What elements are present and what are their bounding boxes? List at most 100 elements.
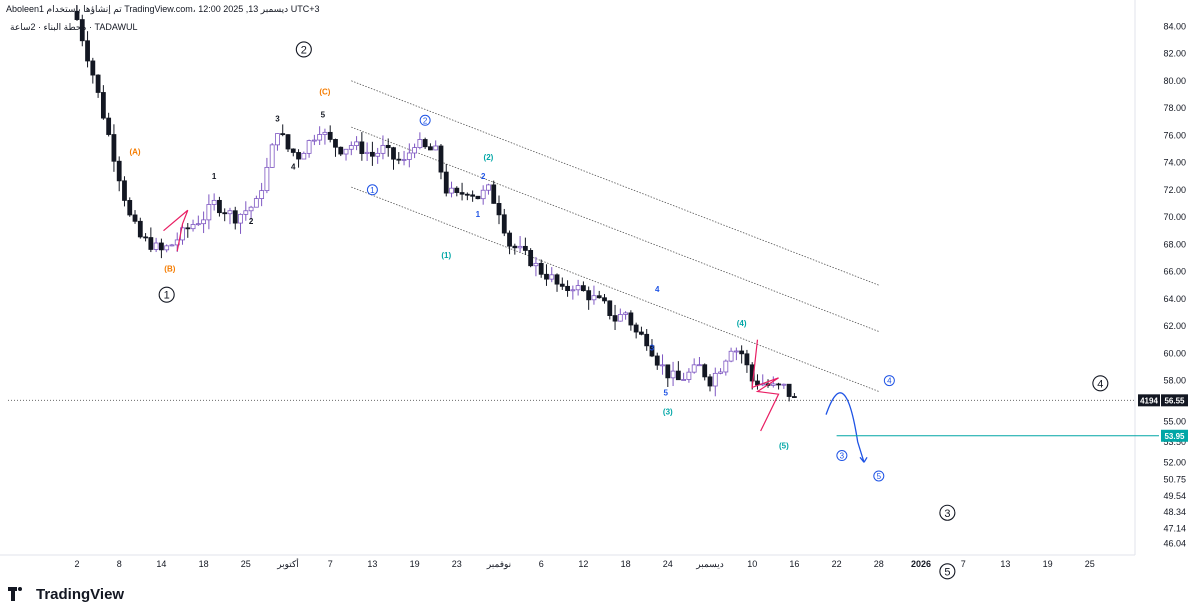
candle-body [533,262,539,267]
wave-label: (2) [484,153,494,162]
y-tick-label: 53.50 [1163,437,1186,447]
candle-body [654,355,660,366]
candle-body [164,245,170,251]
bar-count-badge [1138,394,1160,407]
candle-body [190,224,196,230]
wave-label: 1 [212,172,217,181]
candle-body [169,244,175,247]
candle-body [501,214,507,234]
wave-label: (A) [129,147,140,156]
candle-body [269,144,275,168]
candle-body [290,148,296,153]
candle-body [686,371,692,380]
candle-body [422,139,428,148]
candle-body [227,210,233,215]
candle-body [512,245,518,249]
candle-body [333,139,338,148]
candle-body [697,364,702,367]
wave-label: 5 [321,111,326,120]
y-tick-label: 70.00 [1163,212,1186,222]
x-tick-label: 22 [832,559,842,569]
candle-body [443,171,449,194]
candle-body [391,147,396,160]
wave-label: 2 [249,217,254,226]
bar-count-text: 4194 [1140,396,1158,405]
candle-body [586,290,592,301]
projection-arc [825,392,865,463]
candle-body [100,92,106,119]
x-tick-label: 10 [747,559,757,569]
candle-body [380,144,386,154]
x-tick-label: 7 [961,559,966,569]
candle-body [222,212,228,215]
x-tick-label: 24 [663,559,673,569]
candle-body [702,364,708,378]
candle-body [612,315,618,322]
candle-body [217,199,222,214]
candle-body [718,371,723,374]
candle-body [781,383,787,386]
candle-body [264,166,270,192]
symbol-label: محطة البناء · 2ساعة · TADAWUL [10,22,138,32]
candle-body [116,160,122,182]
y-tick-label: 46.04 [1163,539,1186,549]
candle-body [122,180,127,201]
y-tick-label: 72.00 [1163,185,1186,195]
candle-body [454,187,460,193]
wave-label: 1 [370,186,375,195]
x-tick-label: 14 [156,559,166,569]
pink-wave-marker-2 [751,339,780,432]
candle-body [74,10,80,20]
candle-body [211,199,217,205]
candle-body [433,145,439,151]
x-tick-label: 25 [241,559,251,569]
candle-body [311,139,317,142]
candle-body [111,134,117,162]
candle-body [79,19,85,42]
candle-body [602,297,607,302]
candle-body [132,214,138,222]
candle-body [375,152,381,157]
candle-body [770,383,776,386]
candle-body [744,353,750,366]
chart-header: Aboleen1 تم إنشاؤها باستخدام TradingView… [6,4,320,14]
x-tick-label: 25 [1085,559,1095,569]
wave-label: 5 [663,389,668,398]
candle-body [385,144,391,149]
candle-body [106,117,112,135]
candle-body [691,364,697,373]
wave-label: 5 [877,472,882,481]
candle-body [459,192,465,195]
channel-middle-line [351,126,879,332]
candle-body [137,220,143,238]
candle-body [201,219,207,225]
y-tick-label: 52.00 [1163,457,1186,467]
y-tick-label: 80.00 [1163,76,1186,86]
candles-group [74,5,797,402]
wave-label: (5) [779,442,789,451]
wave-label: 2 [481,172,486,181]
candle-body [623,312,628,315]
candle-body [280,133,286,136]
candle-body [354,141,359,146]
candle-body [253,198,259,208]
candle-body [628,312,634,326]
candle-body [464,193,470,196]
candle-body [728,350,734,362]
candle-body [559,283,565,287]
candle-body [733,350,739,353]
candle-body [670,370,676,379]
x-tick-label: 13 [367,559,377,569]
candle-body [127,200,133,216]
wave-label-circle [419,114,431,126]
candle-body [85,40,90,62]
candle-body [507,232,512,247]
wave-label-circle [939,504,956,521]
candle-body [617,314,623,322]
candle-body [148,237,154,250]
y-tick-label: 58.00 [1163,376,1186,386]
wave-label-circle [1092,375,1109,392]
candle-body [491,184,497,204]
candle-body [480,189,486,200]
